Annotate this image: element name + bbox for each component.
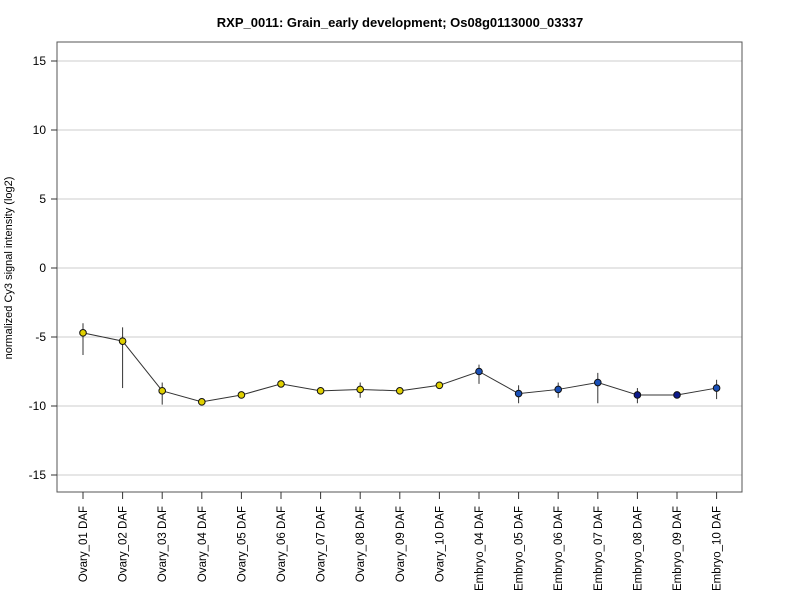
data-point [633, 391, 642, 399]
chart-title: RXP_0011: Grain_early development; Os08g… [217, 15, 583, 30]
data-point [118, 337, 127, 345]
y-tick-label: 15 [33, 54, 47, 68]
data-point [554, 385, 563, 394]
x-tick-label: Embryo_05 DAF [514, 506, 526, 591]
x-tick-label: Ovary_07 DAF [316, 506, 328, 582]
x-tick-label: Ovary_06 DAF [276, 506, 288, 582]
x-tick-label: Embryo_07 DAF [593, 506, 605, 591]
x-tick-label: Embryo_08 DAF [632, 506, 644, 591]
data-point [712, 384, 721, 392]
data-point [158, 387, 166, 395]
x-tick-label: Ovary_02 DAF [118, 506, 130, 582]
x-tick-label: Ovary_04 DAF [197, 506, 209, 582]
x-tick-label: Ovary_09 DAF [395, 506, 407, 582]
x-tick-label: Embryo_06 DAF [553, 506, 565, 591]
y-axis: -15 -10 -5 0 5 10 15 [29, 54, 57, 482]
x-tick-label: Ovary_03 DAF [157, 506, 169, 582]
x-tick-label: Embryo_04 DAF [474, 506, 486, 591]
y-tick-label: -10 [29, 399, 47, 413]
x-axis: Ovary_01 DAF Ovary_02 DAF Ovary_03 DAF Ovar… [78, 492, 724, 591]
x-tick-label: Ovary_01 DAF [78, 506, 90, 582]
data-point [475, 367, 483, 376]
data-point [594, 378, 602, 387]
x-tick-label: Ovary_08 DAF [355, 506, 367, 582]
data-point [277, 380, 285, 388]
y-tick-label: -5 [35, 330, 46, 344]
series [79, 323, 721, 406]
data-point [514, 389, 523, 398]
plot-frame [56, 41, 743, 493]
x-tick-label: Ovary_05 DAF [236, 506, 248, 582]
data-point [237, 391, 246, 399]
data-point [435, 381, 444, 390]
data-point [198, 398, 206, 406]
data-point [316, 387, 325, 395]
data-point [356, 385, 365, 394]
data-point [79, 329, 87, 337]
x-tick-label: Embryo_09 DAF [672, 506, 684, 591]
x-tick-label: Ovary_10 DAF [434, 506, 446, 582]
data-point [673, 391, 681, 399]
data-point [396, 387, 404, 395]
y-tick-label: -15 [29, 468, 47, 482]
y-axis-label: normalized Cy3 signal intensity (log2) [3, 177, 15, 360]
y-tick-label: 10 [33, 123, 47, 137]
x-tick-label: Embryo_10 DAF [712, 506, 724, 591]
y-tick-label: 5 [39, 192, 46, 206]
y-tick-label: 0 [39, 261, 46, 275]
grid [57, 60, 742, 476]
